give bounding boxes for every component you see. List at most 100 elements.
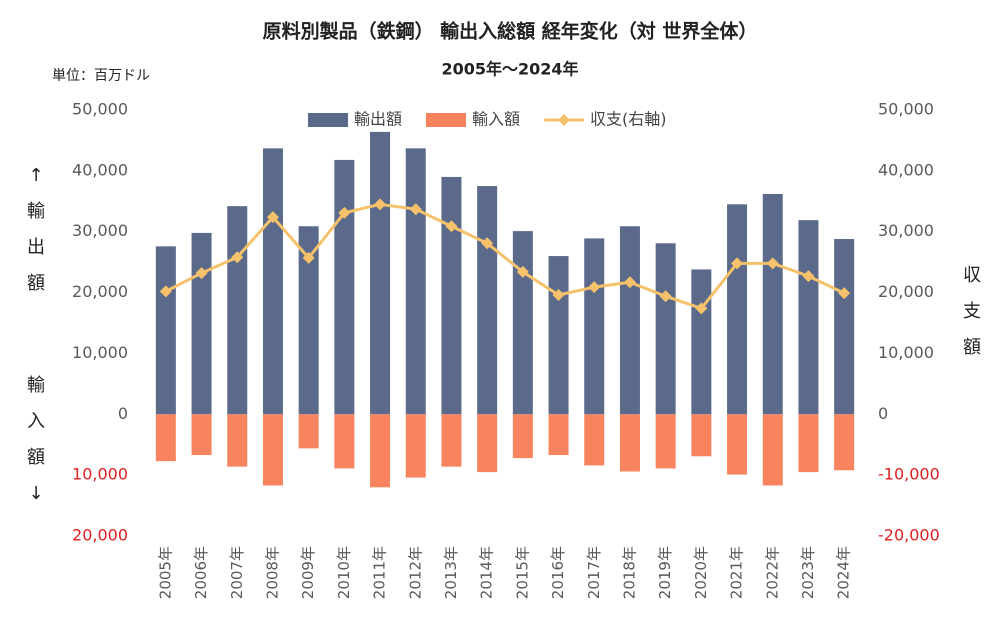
bar [798, 220, 819, 415]
marker [374, 198, 387, 211]
x-tick-label: 2006年 [192, 546, 210, 599]
bar [584, 414, 605, 466]
y-tick-label: 20,000 [72, 526, 128, 545]
y-axis-label-bottom: 輸入額↓ [27, 375, 45, 504]
x-tick-label: 2011年 [371, 546, 389, 599]
marker [195, 267, 208, 280]
marker [266, 211, 279, 224]
bar [370, 414, 391, 488]
legend-swatch [558, 114, 571, 126]
y2-tick-label: 10,000 [878, 343, 934, 362]
marker [588, 281, 601, 294]
legend-label: 収支(右軸) [590, 110, 667, 129]
legend-label: 輸入額 [472, 110, 520, 129]
marker [409, 203, 422, 216]
bar [477, 414, 498, 473]
marker [623, 276, 636, 289]
x-tick-label: 2005年 [156, 546, 174, 599]
bar [405, 414, 426, 478]
bar [334, 159, 355, 415]
bar [441, 414, 462, 467]
x-tick-label: 2008年 [263, 546, 281, 599]
bar [191, 232, 212, 415]
bar [834, 414, 855, 471]
x-tick-label: 2020年 [692, 546, 710, 599]
marker [731, 257, 744, 270]
marker [766, 257, 779, 270]
marker [802, 270, 815, 283]
marker [445, 220, 458, 233]
legend-label: 輸出額 [354, 110, 402, 129]
bar [798, 414, 819, 473]
y-tick-label: 10,000 [72, 343, 128, 362]
bar [227, 206, 248, 415]
x-tick-label: 2010年 [335, 546, 353, 599]
y2-axis-label: 収支額 [963, 265, 981, 358]
bar [619, 414, 640, 472]
bar [762, 193, 783, 415]
y-tick-label: 10,000 [72, 465, 128, 484]
x-tick-label: 2023年 [799, 546, 817, 599]
x-tick-label: 2017年 [585, 546, 603, 599]
marker [552, 289, 565, 302]
marker [231, 251, 244, 264]
bar [512, 231, 533, 415]
bar [227, 414, 248, 467]
x-tick-label: 2022年 [763, 546, 781, 599]
x-tick-label: 2021年 [728, 546, 746, 599]
bar [262, 148, 283, 415]
y-tick-label: 20,000 [72, 282, 128, 301]
bar [441, 176, 462, 415]
x-tick-label: 2015年 [513, 546, 531, 599]
y2-tick-label: -20,000 [878, 526, 940, 545]
line [165, 202, 845, 311]
bar [155, 414, 176, 462]
y-tick-label: 30,000 [72, 221, 128, 240]
y-axis-label-top: ↑輸出額 [27, 165, 45, 294]
y-tick-label: 40,000 [72, 160, 128, 179]
marker [338, 206, 351, 219]
y-tick-label: 50,000 [72, 100, 128, 119]
y2-tick-label: -10,000 [878, 465, 940, 484]
x-tick-label: 2024年 [835, 546, 853, 599]
chart-subtitle: 2005年～2024年 [441, 60, 578, 79]
x-tick-label: 2014年 [478, 546, 496, 599]
x-tick-label: 2018年 [620, 546, 638, 599]
bar [619, 226, 640, 415]
bar [762, 414, 783, 486]
x-tick-label: 2019年 [656, 546, 674, 599]
bar [262, 414, 283, 486]
y2-tick-label: 50,000 [878, 100, 934, 119]
marker [159, 285, 172, 298]
x-tick-label: 2013年 [442, 546, 460, 599]
marker [838, 287, 851, 300]
marker [302, 251, 315, 264]
bar [370, 131, 391, 415]
bar [477, 186, 498, 415]
bar [834, 239, 855, 415]
bar [655, 414, 676, 469]
y2-tick-label: 0 [878, 404, 888, 423]
y2-tick-label: 40,000 [878, 160, 934, 179]
bar [655, 243, 676, 415]
bar [405, 148, 426, 415]
bar [548, 414, 569, 456]
y2-tick-label: 20,000 [878, 282, 934, 301]
x-tick-label: 2012年 [406, 546, 424, 599]
legend-swatch [308, 113, 348, 127]
bar [298, 226, 319, 415]
bar [298, 414, 319, 449]
y-tick-label: 0 [118, 404, 128, 423]
marker [481, 237, 494, 250]
bar [691, 414, 712, 457]
chart-title: 原料別製品（鉄鋼） 輸出入総額 経年変化（対 世界全体） [263, 20, 758, 43]
marker [659, 290, 672, 303]
bar [155, 246, 176, 415]
x-tick-label: 2016年 [549, 546, 567, 599]
marker [516, 265, 529, 278]
bar [584, 238, 605, 415]
bar [334, 414, 355, 469]
bar [691, 269, 712, 415]
x-tick-label: 2007年 [228, 546, 246, 599]
